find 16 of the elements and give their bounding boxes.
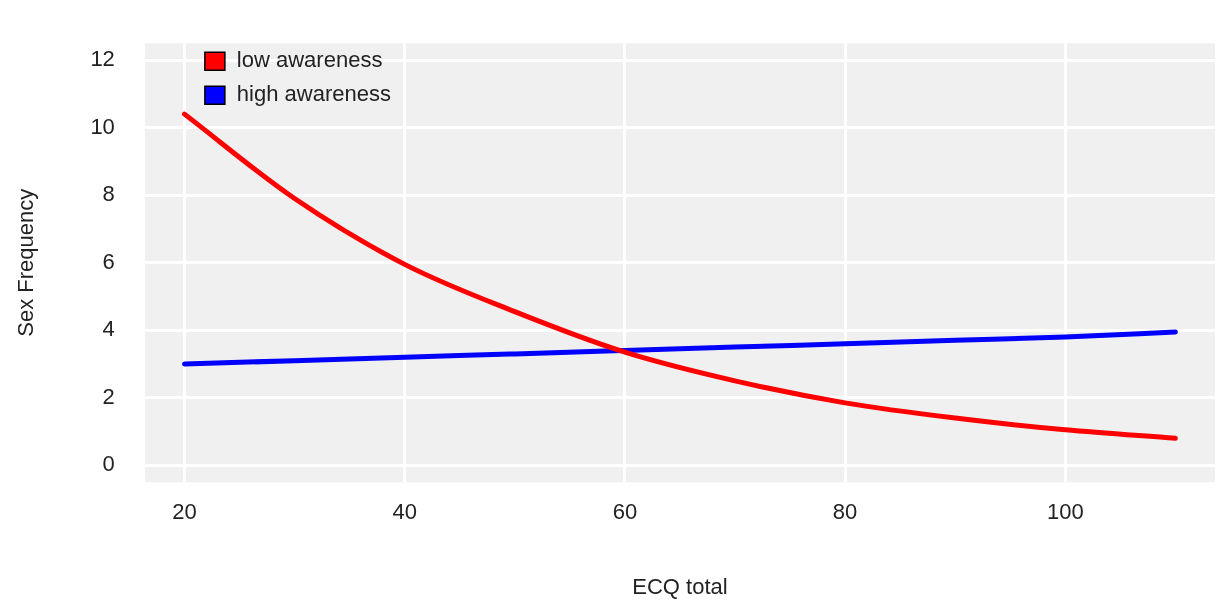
y-axis-title: Sex Frequency [13,188,39,337]
x-tick-label: 60 [612,499,638,525]
x-tick-label: 20 [172,499,197,525]
x-axis-title: ECQ total [632,573,728,599]
y-tick-label: 8 [102,181,115,207]
y-tick-label: 10 [90,113,115,139]
y-tick-label: 2 [102,383,115,409]
x-tick-label: 100 [1046,499,1084,525]
legend-label: high awareness [236,81,391,107]
legend-label: low awareness [236,47,383,73]
y-tick-label: 6 [102,248,115,274]
x-tick-label: 40 [392,499,417,525]
y-tick-label: 0 [102,451,115,477]
x-tick-label: 80 [832,499,858,525]
y-tick-label: 12 [90,46,115,72]
y-tick-label: 4 [102,316,115,342]
